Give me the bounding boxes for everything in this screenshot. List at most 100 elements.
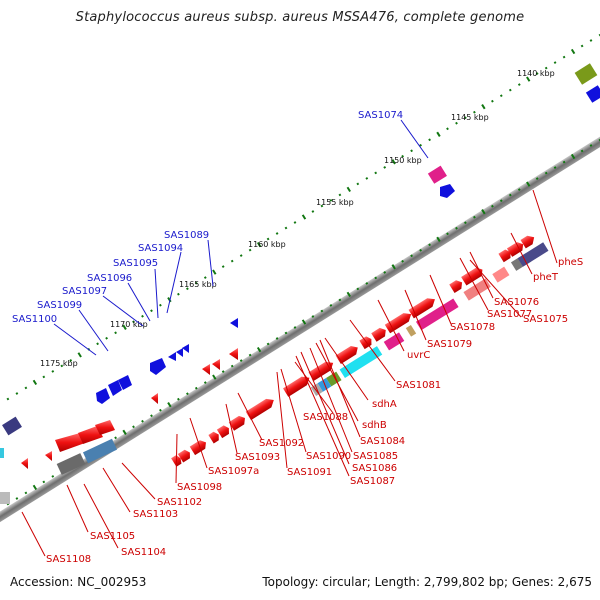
gene-label[interactable]: SAS1093 <box>235 452 280 463</box>
gene-arrow[interactable] <box>216 424 232 439</box>
gene-label[interactable]: SAS1098 <box>177 482 222 493</box>
gene-arrow[interactable] <box>96 388 110 404</box>
gene-label[interactable]: SAS1103 <box>133 509 178 520</box>
gene-arrow[interactable] <box>212 359 220 370</box>
gene-block[interactable] <box>56 453 86 475</box>
gene-label[interactable]: SAS1077 <box>487 309 532 320</box>
kbp-label: 1145 kbp <box>451 113 489 122</box>
gene-label[interactable]: SAS1092 <box>259 438 304 449</box>
gene-arrow[interactable] <box>229 348 238 360</box>
gene-label[interactable]: sdhA <box>372 399 397 410</box>
gene-arrow[interactable] <box>95 420 115 435</box>
gene-arrow[interactable] <box>230 318 238 328</box>
gene-arrow[interactable] <box>21 458 28 469</box>
gene-label[interactable]: sdhB <box>362 420 387 431</box>
gene-arrow[interactable] <box>228 414 248 431</box>
gene-label[interactable]: SAS1095 <box>113 258 158 269</box>
gene-arrow[interactable] <box>189 438 209 456</box>
gene-label[interactable]: SAS1081 <box>396 380 441 391</box>
gene-label[interactable]: SAS1085 <box>353 451 398 462</box>
gene-arrow[interactable] <box>202 364 210 375</box>
gene-block[interactable] <box>405 324 417 337</box>
gene-arrow[interactable] <box>150 358 166 375</box>
gene-arrow[interactable] <box>208 430 221 444</box>
gene-label[interactable]: SAS1102 <box>157 497 202 508</box>
gene-arrow[interactable] <box>498 248 513 263</box>
gene-label[interactable]: SAS1105 <box>90 531 135 542</box>
major-tick <box>212 269 217 275</box>
gene-arrow[interactable] <box>177 448 193 463</box>
minor-tick <box>194 281 198 285</box>
gene-label[interactable]: SAS1100 <box>12 314 57 325</box>
gene-block[interactable] <box>82 438 118 464</box>
gene-arrow[interactable] <box>168 352 176 361</box>
gene-arrow[interactable] <box>449 278 464 293</box>
gene-label[interactable]: SAS1078 <box>450 322 495 333</box>
gene-block[interactable] <box>585 85 600 103</box>
gene-label[interactable]: uvrC <box>407 350 430 361</box>
gene-block[interactable] <box>0 492 10 504</box>
gene-arrow[interactable] <box>283 373 312 397</box>
gene-label[interactable]: SAS1096 <box>87 273 132 284</box>
minor-tick <box>284 226 288 230</box>
gene-label[interactable]: pheS <box>558 257 583 268</box>
major-tick <box>526 181 531 187</box>
minor-tick <box>464 116 467 120</box>
gene-block[interactable] <box>492 266 510 283</box>
gene-block[interactable] <box>574 63 598 85</box>
gene-label[interactable]: SAS1097 <box>62 286 107 297</box>
gene-arrow[interactable] <box>335 343 361 364</box>
reverse-label-group <box>53 119 429 356</box>
minor-tick <box>114 331 117 335</box>
gene-label[interactable]: pheT <box>533 272 559 283</box>
gene-label[interactable]: SAS1094 <box>138 243 183 254</box>
gene-arrow[interactable] <box>55 433 85 452</box>
gene-label[interactable]: SAS1087 <box>350 476 395 487</box>
minor-tick <box>499 94 503 98</box>
major-tick <box>481 104 486 110</box>
gene-block[interactable] <box>339 346 383 378</box>
gene-label[interactable]: SAS1099 <box>37 300 82 311</box>
gene-label[interactable]: SAS1076 <box>494 297 539 308</box>
major-tick <box>526 76 531 82</box>
gene-arrow[interactable] <box>359 335 374 350</box>
gene-label[interactable]: SAS1088 <box>303 412 348 423</box>
gene-arrow[interactable] <box>78 426 103 444</box>
minor-tick <box>580 44 584 48</box>
minor-tick <box>159 303 162 307</box>
gene-arrow[interactable] <box>118 375 132 390</box>
gene-block[interactable] <box>415 298 459 331</box>
gene-arrow[interactable] <box>176 348 183 357</box>
gene-arrow[interactable] <box>520 233 536 249</box>
gene-arrow[interactable] <box>384 310 414 334</box>
gene-block[interactable] <box>0 448 4 458</box>
gene-arrow[interactable] <box>371 326 388 342</box>
gene-label[interactable]: SAS1089 <box>164 230 209 241</box>
gene-arrow[interactable] <box>182 344 189 353</box>
gene-label[interactable]: SAS1108 <box>46 554 91 565</box>
gene-block[interactable] <box>383 332 405 351</box>
minor-tick <box>51 370 55 373</box>
gene-arrow[interactable] <box>108 380 122 396</box>
gene-block[interactable] <box>2 416 22 436</box>
gene-label[interactable]: SAS1075 <box>523 314 568 325</box>
gene-arrow[interactable] <box>245 396 277 421</box>
gene-arrow[interactable] <box>440 184 455 198</box>
gene-arrow[interactable] <box>506 240 526 257</box>
gene-label[interactable]: SAS1104 <box>121 547 166 558</box>
gene-label[interactable]: SAS1084 <box>360 436 405 447</box>
gene-label[interactable]: SAS1079 <box>427 339 472 350</box>
gene-arrow[interactable] <box>308 359 335 381</box>
gene-block[interactable] <box>326 371 342 387</box>
gene-label[interactable]: SAS1086 <box>352 463 397 474</box>
gene-label[interactable]: SAS1090 <box>306 451 351 462</box>
gene-arrow[interactable] <box>151 393 158 404</box>
gene-label[interactable]: SAS1091 <box>287 467 332 478</box>
gene-label[interactable]: SAS1097a <box>208 466 259 477</box>
gene-label[interactable]: SAS1074 <box>358 110 403 121</box>
gene-arrow[interactable] <box>461 265 485 286</box>
gene-block[interactable] <box>427 165 447 184</box>
minor-tick <box>491 99 494 103</box>
gene-arrow[interactable] <box>45 451 52 461</box>
